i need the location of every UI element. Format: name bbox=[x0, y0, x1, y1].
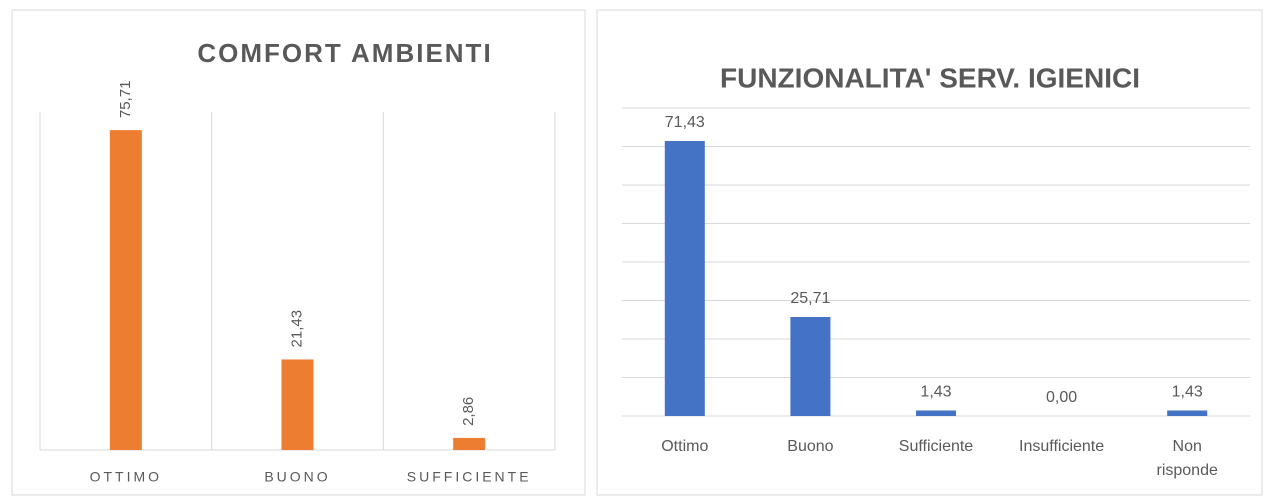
data-label: 1,43 bbox=[1172, 384, 1203, 401]
bar bbox=[453, 437, 486, 450]
bar bbox=[281, 359, 314, 450]
x-tick-label: BUONO bbox=[264, 469, 330, 485]
x-tick-label: Buono bbox=[787, 438, 833, 455]
data-label: 1,43 bbox=[920, 384, 951, 401]
data-label: 21,43 bbox=[288, 310, 305, 348]
x-tick-label: Ottimo bbox=[661, 438, 708, 455]
x-tick-label: Non risponde bbox=[1157, 438, 1218, 479]
data-label: 25,71 bbox=[790, 290, 830, 307]
x-tick-label: Insufficiente bbox=[1019, 438, 1104, 455]
data-label: 75,71 bbox=[117, 81, 134, 119]
data-label: 0,00 bbox=[1046, 389, 1077, 406]
data-label: 2,86 bbox=[460, 397, 477, 426]
data-label: 71,43 bbox=[665, 114, 705, 131]
bar bbox=[664, 140, 705, 416]
x-tick-label: Sufficiente bbox=[899, 438, 974, 455]
bar bbox=[790, 317, 831, 416]
chart-title: FUNZIONALITA' SERV. IGIENICI bbox=[720, 62, 1140, 93]
x-tick-label: SUFFICIENTE bbox=[407, 469, 532, 485]
bar bbox=[916, 410, 956, 416]
bar bbox=[109, 130, 142, 450]
x-tick-label: OTTIMO bbox=[90, 469, 162, 485]
bar bbox=[1167, 410, 1208, 416]
chart-title: COMFORT AMBIENTI bbox=[197, 38, 492, 68]
